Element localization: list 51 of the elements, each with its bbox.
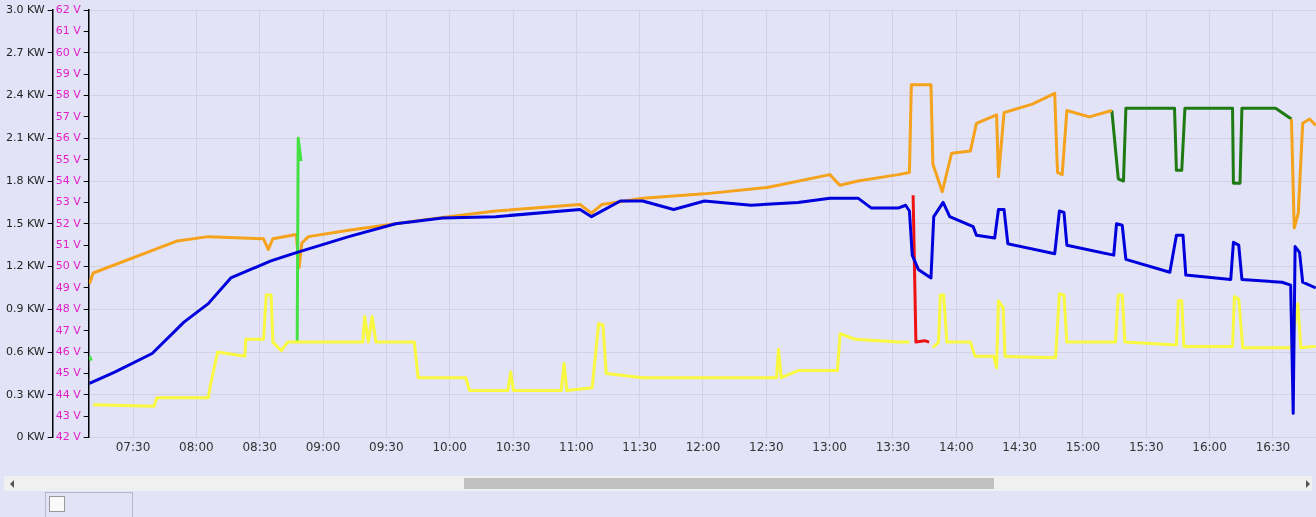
y2-tick-label: 54 V xyxy=(55,173,82,187)
y2-tick-label: 44 V xyxy=(55,387,82,401)
x-tick-label: 16:30 xyxy=(1255,439,1291,454)
y2-tick-label: 50 V xyxy=(55,259,82,273)
y2-tick-label: 45 V xyxy=(55,366,82,380)
y2-tick-label: 53 V xyxy=(55,195,82,209)
y-tick-label: 0.3 KW xyxy=(5,387,45,401)
y-tick-label: 3.0 KW xyxy=(5,2,45,16)
y-tick-label: 2.7 KW xyxy=(5,45,45,59)
x-tick-label: 10:30 xyxy=(495,439,531,454)
y2-tick-label: 46 V xyxy=(55,344,82,358)
y2-tick-label: 51 V xyxy=(55,238,82,252)
y2-tick-label: 57 V xyxy=(55,109,82,123)
x-tick-label: 13:30 xyxy=(875,439,911,454)
x-tick-label: 08:00 xyxy=(179,439,214,454)
x-tick-label: 09:30 xyxy=(369,439,404,454)
y2-tick-label: 55 V xyxy=(55,152,82,166)
x-tick-label: 07:30 xyxy=(115,439,151,454)
y-tick-label: 2.4 KW xyxy=(5,88,45,102)
y-tick-label: 1.8 KW xyxy=(5,173,45,187)
x-tick-label: 12:30 xyxy=(749,439,784,454)
x-tick-label: 11:30 xyxy=(622,439,657,454)
x-tick-label: 12:00 xyxy=(685,439,721,454)
y2-tick-label: 62 V xyxy=(55,2,82,16)
x-tick-label: 14:30 xyxy=(1002,439,1037,454)
x-tick-label: 13:00 xyxy=(812,439,847,454)
x-tick-label: 16:00 xyxy=(1192,439,1227,454)
x-tick-label: 11:00 xyxy=(559,439,594,454)
y-tick-label: 1.2 KW xyxy=(5,259,45,273)
y2-tick-label: 47 V xyxy=(55,323,82,337)
y2-tick-label: 43 V xyxy=(55,409,82,423)
x-tick-label: 08:30 xyxy=(242,439,277,454)
x-tick-label: 10:00 xyxy=(432,439,467,454)
y-tick-label: 2.1 KW xyxy=(5,131,45,145)
x-tick-label: 15:30 xyxy=(1128,439,1164,454)
y2-tick-label: 58 V xyxy=(55,88,82,102)
y2-tick-label: 59 V xyxy=(55,67,82,80)
y2-tick-label: 60 V xyxy=(55,45,82,59)
x-tick-label: 09:00 xyxy=(305,439,341,454)
y-tick-label: 1.5 KW xyxy=(5,216,45,230)
y2-tick-label: 49 V xyxy=(55,280,82,294)
y-tick-label: 0 KW xyxy=(16,430,45,444)
y2-tick-label: 52 V xyxy=(55,216,82,230)
x-tick-label: 14:00 xyxy=(939,439,974,454)
y-tick-label: 0.9 KW xyxy=(5,302,45,316)
y-tick-label: 0.6 KW xyxy=(5,344,45,358)
y2-tick-label: 56 V xyxy=(55,131,82,145)
y2-tick-label: 42 V xyxy=(55,430,82,444)
y2-tick-label: 61 V xyxy=(55,24,82,38)
y2-tick-label: 48 V xyxy=(55,302,82,316)
x-tick-label: 15:00 xyxy=(1065,439,1101,454)
